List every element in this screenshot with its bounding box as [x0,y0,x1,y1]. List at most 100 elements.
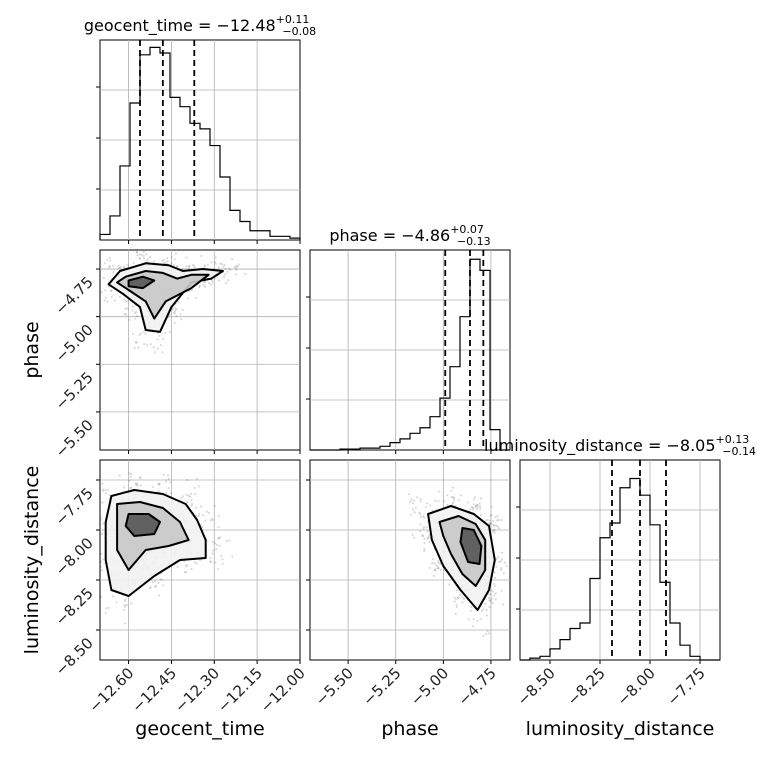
scatter-point [221,558,224,561]
scatter-point [413,499,416,502]
scatter-point [219,536,222,539]
scatter-point [138,253,141,256]
scatter-point [108,265,111,268]
scatter-point [133,346,136,349]
scatter-point [217,514,220,517]
x-tick-label: −12.60 [85,664,137,716]
scatter-point [110,289,113,292]
scatter-point [467,618,470,621]
scatter-point [142,330,145,333]
scatter-point [216,543,219,546]
scatter-point [142,254,145,257]
scatter-point [473,496,476,499]
scatter-point [151,581,154,584]
scatter-point [123,608,126,611]
scatter-point [475,503,478,506]
scatter-point [134,317,137,320]
scatter-point [433,562,436,565]
scatter-point [135,310,138,314]
scatter-point [190,567,193,571]
scatter-point [217,537,220,540]
scatter-point [206,263,209,266]
scatter-point [231,555,234,558]
scatter-point [138,257,142,260]
scatter-point [469,609,472,612]
scatter-point [171,307,174,310]
scatter-point [102,490,105,493]
scatter-point [139,484,142,487]
scatter-point [429,504,432,507]
scatter-point [157,490,160,493]
scatter-point [134,341,137,344]
scatter-point [195,506,198,509]
scatter-point [141,250,144,252]
scatter-point [118,295,121,298]
scatter-point [437,567,440,570]
scatter-point [209,283,212,286]
scatter-point [108,494,111,497]
scatter-point [495,565,498,569]
scatter-point [457,596,460,600]
scatter-point [452,496,456,499]
scatter-point [409,513,412,516]
scatter-point [454,598,458,601]
scatter-point [115,601,118,604]
scatter-point [454,612,457,616]
scatter-point [410,498,413,501]
scatter-point [407,493,410,496]
scatter-point [95,514,97,516]
x-tick-label: −12.45 [128,664,180,716]
scatter-point [177,301,180,304]
scatter-point [106,258,109,261]
scatter-point [95,598,97,600]
scatter-point [88,511,90,513]
scatter-point [235,267,238,270]
scatter-point [89,567,91,569]
scatter-point [195,296,198,299]
scatter-point [505,564,508,567]
scatter-point [487,593,491,596]
x-tick-label: −12.30 [171,664,223,716]
scatter-point [425,502,429,505]
scatter-point [128,472,131,475]
scatter-point [494,592,497,595]
scatter-point [105,607,108,610]
scatter-point [435,567,438,570]
scatter-point [104,489,107,492]
scatter-point [215,548,218,551]
scatter-point [213,505,216,508]
scatter-point [128,487,132,490]
scatter-point [428,533,431,536]
scatter-point [470,505,473,509]
scatter-point [436,564,439,567]
scatter-point [159,344,162,347]
x-tick-label: −12.15 [214,664,266,716]
scatter-point [183,571,186,574]
scatter-point [166,257,169,260]
y-tick-label: −8.00 [52,534,97,579]
scatter-point [103,262,106,265]
scatter-point [438,490,441,493]
scatter-point [472,503,475,506]
scatter-point [193,492,197,495]
scatter-point [479,507,482,510]
scatter-point [173,321,176,324]
scatter-point [205,510,208,513]
scatter-point [219,262,222,265]
scatter-point [223,263,226,266]
scatter-point [124,622,127,625]
scatter-point [193,266,196,269]
scatter-point [472,508,475,511]
scatter-point [439,562,442,566]
scatter-point [502,572,505,575]
scatter-point [134,483,138,486]
scatter-point [131,309,134,312]
scatter-point [204,519,207,522]
scatter-point [484,519,487,522]
scatter-point [157,482,160,486]
scatter-point [160,578,163,581]
scatter-point [142,257,146,260]
scatter-point [176,565,179,569]
scatter-point [459,494,462,497]
scatter-point [422,515,425,518]
